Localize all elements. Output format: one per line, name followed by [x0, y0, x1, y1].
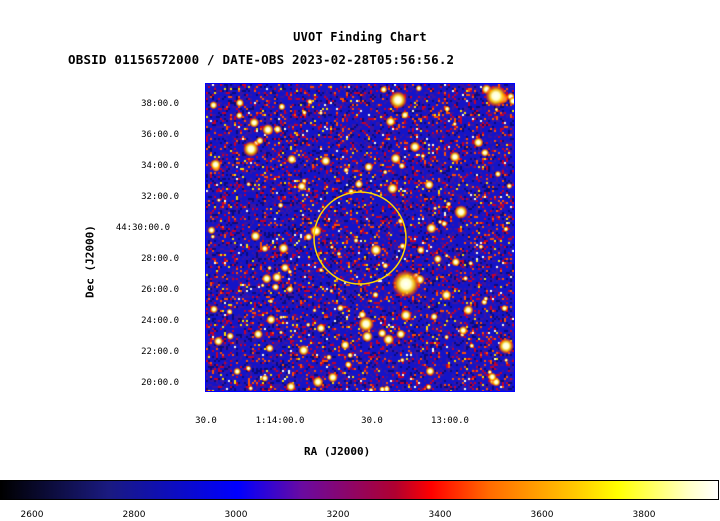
dec-tick: 36:00.0 — [141, 130, 179, 140]
starfield-canvas — [206, 84, 514, 391]
sky-image[interactable] — [205, 83, 515, 392]
dec-tick: 32:00.0 — [141, 192, 179, 202]
colorbar-tick: 2800 — [122, 510, 146, 520]
colorbar-tick: 3200 — [326, 510, 350, 520]
ra-tick: 13:00.0 — [431, 416, 469, 426]
dec-tick: 34:00.0 — [141, 161, 179, 171]
dec-tick: 20:00.0 — [141, 378, 179, 388]
chart-subtitle: OBSID 01156572000 / DATE-OBS 2023-02-28T… — [68, 52, 455, 67]
ra-tick: 30.0 — [195, 416, 217, 426]
ra-tick: 30.0 — [361, 416, 383, 426]
colorbar-tick: 2600 — [20, 510, 44, 520]
chart-title: UVOT Finding Chart — [293, 30, 427, 44]
colorbar-tick: 3000 — [224, 510, 248, 520]
dec-tick: 28:00.0 — [141, 254, 179, 264]
source-region-circle[interactable] — [313, 191, 407, 285]
region-overlay — [313, 191, 407, 285]
dec-tick: 22:00.0 — [141, 347, 179, 357]
colorbar-tick: 3400 — [428, 510, 452, 520]
dec-tick: 44:30:00.0 — [115, 223, 170, 233]
dec-tick: 24:00.0 — [141, 316, 179, 326]
dec-tick: 38:00.0 — [141, 99, 179, 109]
ra-tick: 1:14:00.0 — [255, 416, 305, 426]
colorbar-tick: 3800 — [632, 510, 656, 520]
colorbar — [0, 480, 719, 500]
dec-tick: 26:00.0 — [141, 285, 179, 295]
colorbar-tick: 3600 — [530, 510, 554, 520]
ra-axis-label: RA (J2000) — [304, 445, 371, 458]
dec-axis-label: Dec (J2000) — [83, 225, 97, 298]
